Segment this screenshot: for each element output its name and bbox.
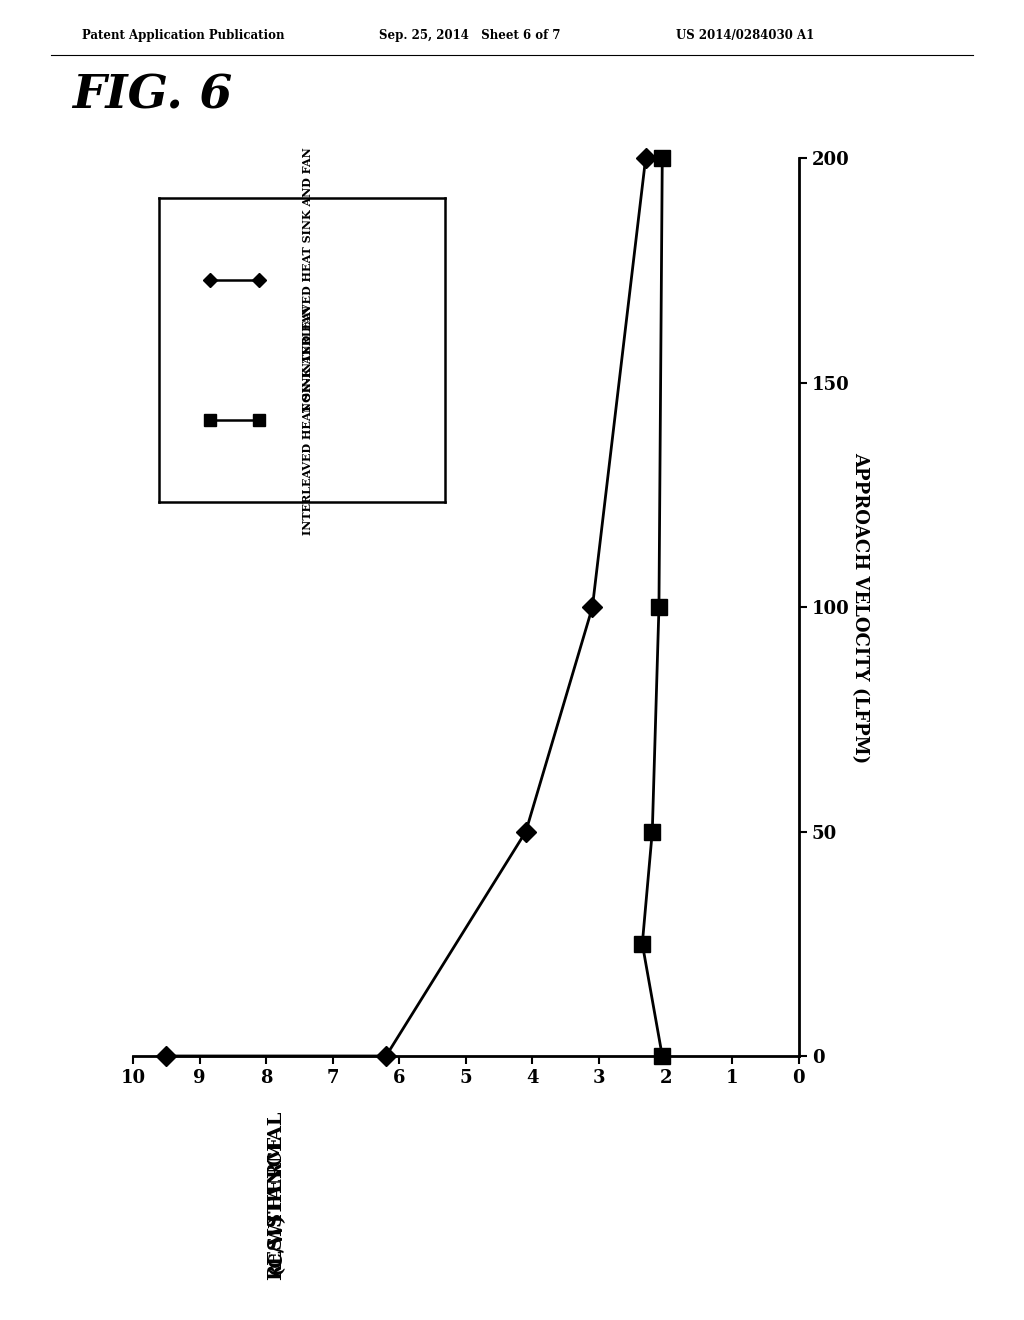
Text: THERMAL: THERMAL (267, 1111, 286, 1225)
Y-axis label: APPROACH VELOCITY (LFPM): APPROACH VELOCITY (LFPM) (851, 451, 869, 763)
Text: Sep. 25, 2014   Sheet 6 of 7: Sep. 25, 2014 Sheet 6 of 7 (379, 29, 560, 42)
Text: INTERLEAVED HEAT SINK AND FAN: INTERLEAVED HEAT SINK AND FAN (302, 305, 313, 535)
Text: RESISTANCE: RESISTANCE (267, 1135, 286, 1280)
Text: FIG. 6: FIG. 6 (72, 73, 231, 119)
Text: Patent Application Publication: Patent Application Publication (82, 29, 285, 42)
Text: US 2014/0284030 A1: US 2014/0284030 A1 (676, 29, 814, 42)
Text: (C/W): (C/W) (267, 1212, 286, 1275)
Text: NON-INTERLEAVED HEAT SINK AND FAN: NON-INTERLEAVED HEAT SINK AND FAN (302, 148, 313, 412)
